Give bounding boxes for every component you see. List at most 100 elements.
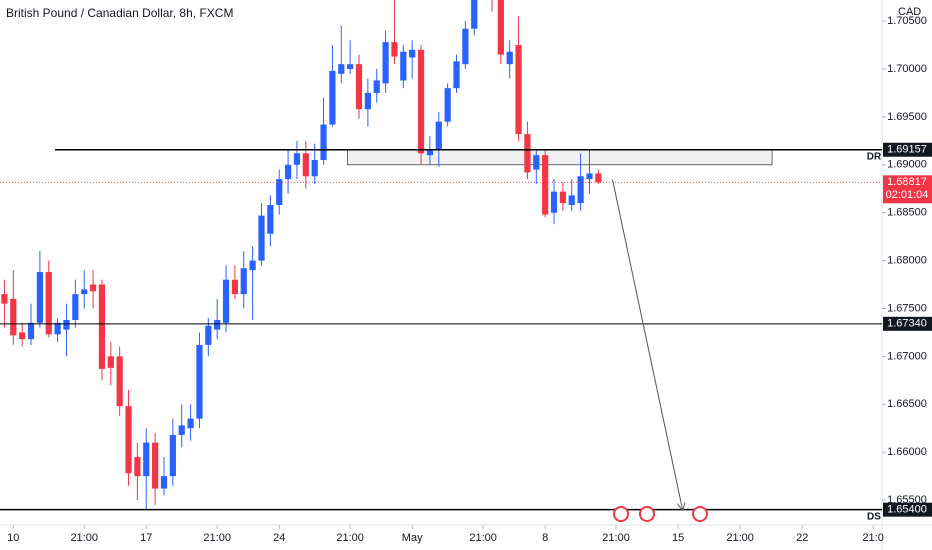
candle-body: [364, 92, 371, 110]
x-tick-label: 21:0: [862, 532, 883, 544]
candle-body: [542, 155, 549, 215]
x-tick-label: 17: [140, 532, 152, 544]
candle-body: [338, 64, 345, 74]
candle-body: [400, 51, 407, 81]
candle-body: [63, 319, 70, 330]
level-label-box: [883, 316, 932, 331]
candle-body: [284, 164, 292, 180]
candle-body: [533, 155, 540, 170]
y-tick-label: 1.70500: [887, 15, 927, 27]
x-tick-label: 21:00: [336, 532, 364, 544]
candle-body: [107, 356, 114, 368]
event-icons: [613, 506, 708, 522]
candle-body: [577, 176, 584, 204]
level-label-box: [883, 502, 932, 517]
candle-body: [72, 294, 79, 320]
candle-body: [222, 279, 230, 323]
candle-body: [586, 173, 593, 180]
candle-body: [320, 124, 327, 160]
candle-body: [435, 121, 442, 151]
candle-body: [409, 49, 416, 58]
level-name: DR: [867, 151, 882, 162]
candle-body: [568, 195, 575, 206]
x-tick-label: 21:00: [203, 532, 231, 544]
candle-body: [462, 28, 469, 65]
candle-body: [302, 153, 309, 177]
plot: [0, 0, 882, 510]
x-tick-label: 24: [273, 532, 285, 544]
candle-body: [550, 191, 558, 213]
countdown: 02:01:04: [886, 189, 929, 201]
candle-body: [214, 319, 221, 330]
candle-body: [249, 260, 256, 271]
candle-body: [391, 42, 398, 57]
candle-body: [231, 279, 239, 295]
level-label: 1.65400: [887, 504, 927, 516]
candle-body: [595, 173, 602, 183]
y-tick-label: 1.69000: [887, 159, 927, 171]
candle-body: [27, 322, 35, 340]
event-icon[interactable]: [639, 506, 655, 522]
candle-body: [240, 268, 247, 295]
x-tick-label: 21:00: [70, 532, 98, 544]
candle-body: [54, 322, 61, 335]
y-tick-label: 1.69500: [887, 111, 927, 123]
candle-body: [81, 289, 88, 295]
candle-body: [453, 61, 460, 89]
y-tick-label: 1.67000: [887, 350, 927, 362]
y-tick-label: 1.66000: [887, 446, 927, 458]
x-tick-label: 15: [672, 532, 684, 544]
candle-body: [178, 425, 185, 435]
y-tick-label: 1.67500: [887, 302, 927, 314]
level-label: 1.69157: [887, 144, 927, 156]
candle-body: [134, 456, 141, 477]
event-icon[interactable]: [692, 506, 708, 522]
candle-body: [311, 159, 318, 177]
candle-body: [559, 191, 566, 204]
candle-body: [444, 88, 451, 122]
candle-body: [196, 344, 203, 419]
candle-body: [116, 356, 123, 407]
candle-body: [524, 134, 531, 173]
y-tick-label: 1.68000: [887, 254, 927, 266]
level-name: DS: [867, 511, 881, 522]
candle-body: [293, 153, 301, 165]
arrow: [612, 179, 683, 510]
candle-body: [98, 284, 106, 369]
chart-title: British Pound / Canadian Dollar, 8h, FXC…: [6, 6, 233, 20]
x-tick-label: 21:00: [726, 532, 754, 544]
candle-body: [426, 150, 434, 156]
candle-body: [497, 0, 504, 55]
y-tick-label: 1.70000: [887, 63, 927, 75]
candle-body: [1, 294, 8, 304]
candle-body: [329, 70, 336, 125]
y-tick-label: 1.66500: [887, 398, 927, 410]
level-label: 1.67340: [887, 318, 927, 330]
x-tick-label: 21:00: [602, 532, 630, 544]
last-price-label: 1.68817: [887, 176, 927, 188]
candle-body: [471, 0, 478, 29]
x-tick-label: 8: [542, 532, 548, 544]
candle-body: [373, 80, 380, 93]
x-tick-label: 21:00: [469, 532, 497, 544]
candle-body: [515, 45, 522, 135]
candle-body: [258, 215, 265, 261]
level-label-box: [883, 142, 932, 157]
axes: 1.655001.660001.665001.670001.675001.680…: [7, 15, 932, 544]
candle-body: [417, 49, 425, 154]
event-icon[interactable]: [613, 506, 629, 522]
candle-body: [160, 476, 168, 489]
candle-body: [10, 298, 17, 336]
candle-body: [276, 179, 283, 206]
candle-body: [205, 325, 212, 345]
zone: [347, 149, 773, 166]
x-tick-label: 10: [7, 532, 19, 544]
candle-body: [355, 64, 363, 110]
candle-body: [347, 64, 354, 69]
candle-body: [125, 406, 132, 474]
candle-body: [152, 442, 159, 489]
candle-body: [45, 272, 52, 335]
x-tick-label: May: [402, 532, 423, 544]
candle-body: [382, 42, 389, 84]
last-price-box: [883, 175, 932, 204]
